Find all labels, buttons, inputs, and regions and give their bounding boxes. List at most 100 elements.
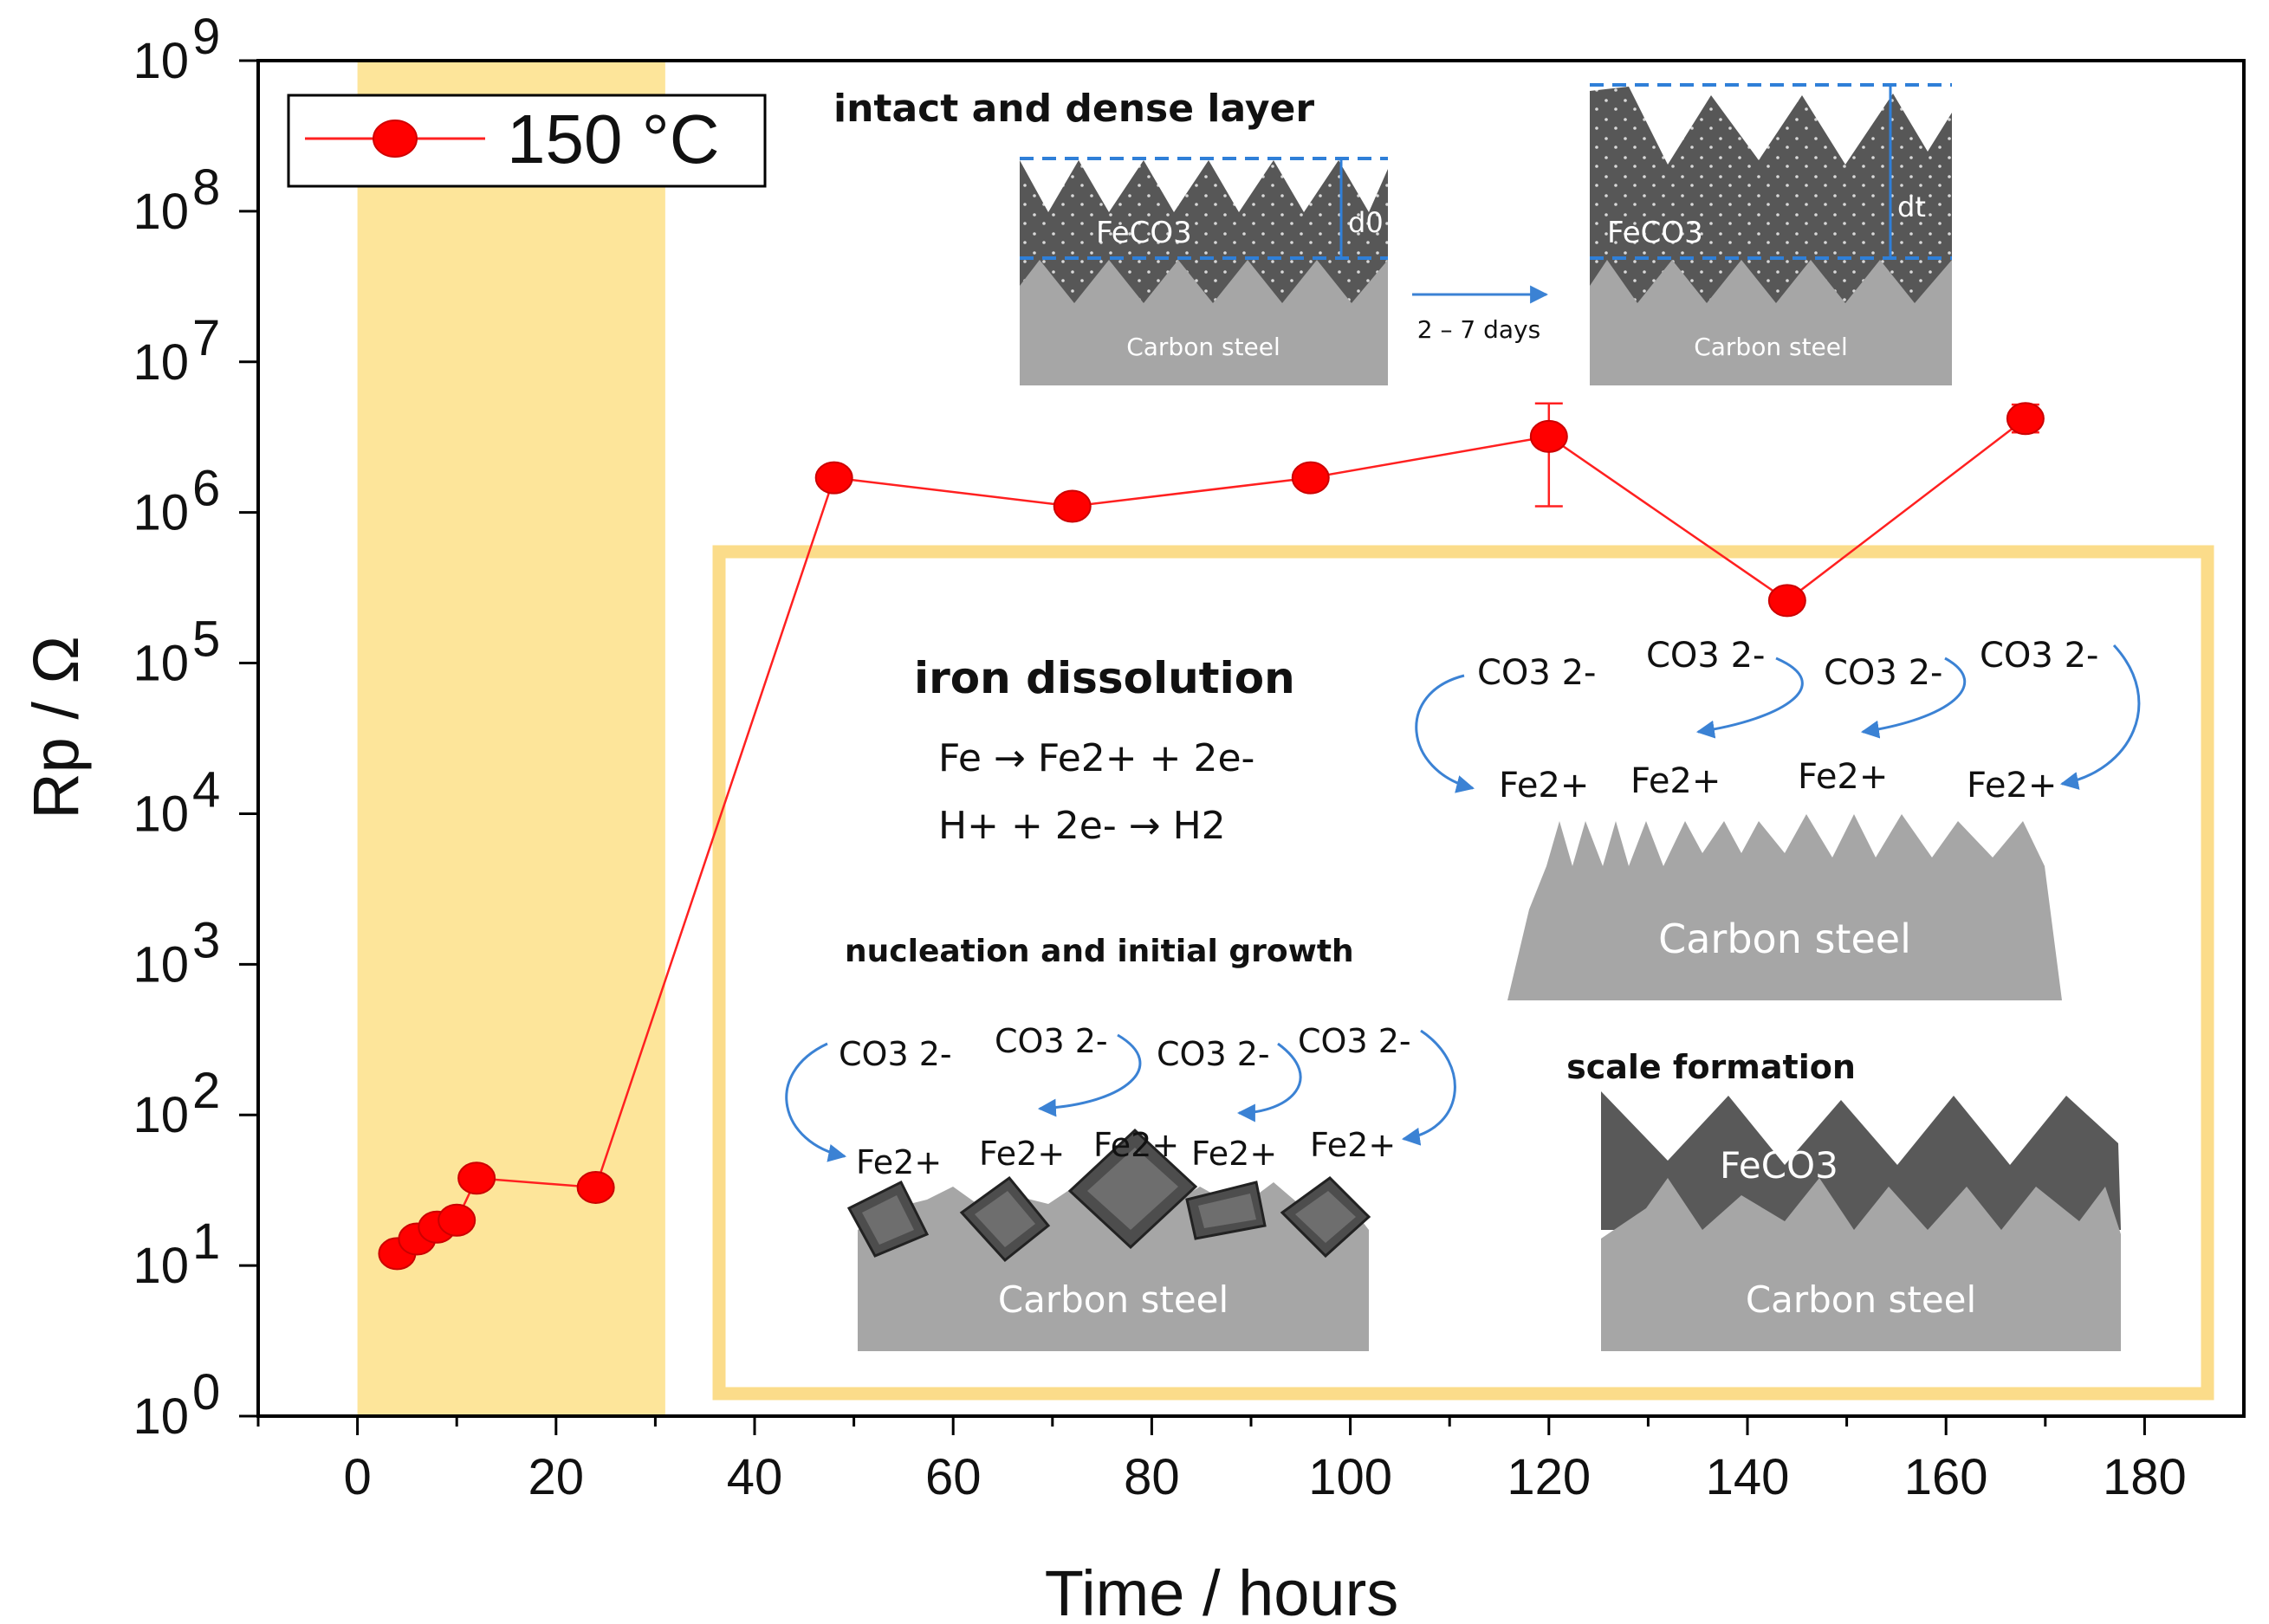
x-tick-label: 140 <box>1706 1449 1790 1505</box>
iron-ion: Fe2+ <box>979 1135 1065 1173</box>
steel-label-left: Carbon steel <box>1126 333 1280 361</box>
y-tick-label: 10 <box>133 485 189 541</box>
legend-box <box>287 94 767 188</box>
data-point <box>438 1203 476 1237</box>
feco3-crystal <box>959 1175 1051 1263</box>
carbonate-ion: CO3 2- <box>995 1022 1108 1060</box>
steel-block-dissolution <box>1507 814 2062 1000</box>
legend-marker <box>373 120 418 158</box>
x-tick-label: 60 <box>925 1449 982 1505</box>
data-point <box>814 461 853 495</box>
dissolution-equation-1: Fe → Fe2+ + 2e- <box>938 736 1254 780</box>
steel-label-scale: Carbon steel <box>1746 1278 1976 1321</box>
y-tick-exponent: 6 <box>192 461 220 517</box>
y-tick-label: 10 <box>133 1388 189 1445</box>
iron-ion: Fe2+ <box>1798 757 1888 797</box>
data-point <box>576 1170 615 1204</box>
diffusion-arrow <box>1695 657 1804 739</box>
x-axis-title: Time / hours <box>1045 1557 1398 1624</box>
feco3-crystal <box>1280 1176 1371 1258</box>
diffusion-arrow <box>785 1042 847 1162</box>
feco3-crystal <box>846 1180 930 1258</box>
iron-ion: Fe2+ <box>856 1143 942 1181</box>
y-tick-label: 10 <box>133 1238 189 1294</box>
data-point <box>1291 461 1330 495</box>
y-tick-label: 10 <box>133 636 189 692</box>
thickness-label-left: d0 <box>1348 206 1384 239</box>
diffusion-arrow <box>1415 674 1475 793</box>
data-point <box>1053 489 1092 523</box>
iron-ion: Fe2+ <box>1310 1126 1396 1164</box>
y-tick-exponent: 1 <box>192 1213 220 1270</box>
feco3-layer-left <box>1020 160 1388 303</box>
iron-ion: Fe2+ <box>1191 1135 1277 1173</box>
diffusion-arrow <box>1401 1029 1456 1146</box>
data-markers <box>378 402 2045 1271</box>
scale-layer-label: FeCO3 <box>1720 1144 1838 1187</box>
x-tick-label: 0 <box>343 1449 371 1505</box>
carbonate-ion: CO3 2- <box>1298 1022 1411 1060</box>
y-tick-exponent: 3 <box>192 912 220 968</box>
x-tick-label: 80 <box>1124 1449 1180 1505</box>
error-bars <box>1534 402 2039 508</box>
diffusion-arrow <box>1236 1042 1302 1123</box>
y-tick-exponent: 2 <box>192 1063 220 1119</box>
highlight-band <box>357 61 665 1416</box>
iron-ion: Fe2+ <box>1499 766 1589 806</box>
data-point <box>1767 584 1806 618</box>
carbonate-ion: CO3 2- <box>1157 1035 1270 1073</box>
feco3-crystal <box>1067 1128 1198 1250</box>
iron-ion: Fe2+ <box>1967 766 2057 806</box>
inset-iron-dissolution: iron dissolution Fe → Fe2+ + 2e- H+ + 2e… <box>914 636 2141 1000</box>
diffusion-arrow <box>1860 657 1966 739</box>
dissolution-equation-2: H+ + 2e- → H2 <box>938 804 1226 848</box>
data-point <box>1529 419 1568 453</box>
inset-intact-title: intact and dense layer <box>833 87 1314 131</box>
steel-label-right: Carbon steel <box>1694 333 1848 361</box>
x-tick-label: 120 <box>1507 1449 1591 1505</box>
y-tick-exponent: 9 <box>192 9 220 65</box>
y-tick-exponent: 7 <box>192 310 220 366</box>
y-tick-label: 10 <box>133 33 189 89</box>
scale-formation-title: scale formation <box>1566 1048 1856 1086</box>
feco3-layer-right <box>1590 87 1952 303</box>
carbonate-ion: CO3 2- <box>1824 653 1942 693</box>
y-tick-label: 10 <box>133 334 189 391</box>
inset-intact-layer: intact and dense layer FeCO3 d0 Carbon s… <box>833 83 1952 385</box>
iron-ion: Fe2+ <box>1630 761 1721 801</box>
y-tick-exponent: 8 <box>192 159 220 216</box>
y-axis-title: Rp / Ω <box>20 636 92 819</box>
y-tick-exponent: 5 <box>192 611 220 668</box>
x-axis-ticks: 0 20 40 60 80 100 120 140 160 180 <box>256 1416 2187 1505</box>
inset-nucleation: nucleation and initial growth Carbon ste… <box>785 934 1456 1351</box>
legend-label: 150 °C <box>507 100 719 178</box>
x-tick-label: 20 <box>528 1449 585 1505</box>
time-arrow-label: 2 – 7 days <box>1417 315 1540 344</box>
data-point <box>457 1161 496 1195</box>
y-tick-label: 10 <box>133 786 189 842</box>
legend: 150 °C <box>287 94 767 188</box>
diffusion-arrow <box>2059 644 2141 790</box>
y-tick-label: 10 <box>133 1087 189 1143</box>
x-tick-label: 180 <box>2103 1449 2187 1505</box>
feco3-crystal <box>1185 1181 1267 1240</box>
dissolution-title: iron dissolution <box>914 653 1295 703</box>
y-tick-exponent: 4 <box>192 761 220 818</box>
y-tick-label: 10 <box>133 184 189 240</box>
carbonate-ion: CO3 2- <box>1646 636 1765 676</box>
feco3-scale-layer <box>1601 1091 2121 1230</box>
y-tick-exponent: 0 <box>192 1364 220 1420</box>
iron-ion: Fe2+ <box>1093 1126 1179 1164</box>
inset-scale-formation: scale formation FeCO3 Carbon steel <box>1566 1048 2121 1351</box>
carbonate-ion: CO3 2- <box>839 1035 952 1073</box>
data-point <box>2006 402 2045 436</box>
steel-label-dissolution: Carbon steel <box>1658 916 1911 962</box>
x-tick-label: 40 <box>727 1449 783 1505</box>
x-tick-label: 160 <box>1904 1449 1988 1505</box>
nucleation-title: nucleation and initial growth <box>845 934 1354 969</box>
steel-label-nucleation: Carbon steel <box>998 1278 1229 1321</box>
carbonate-ion: CO3 2- <box>1477 653 1596 693</box>
x-tick-label: 100 <box>1308 1449 1392 1505</box>
